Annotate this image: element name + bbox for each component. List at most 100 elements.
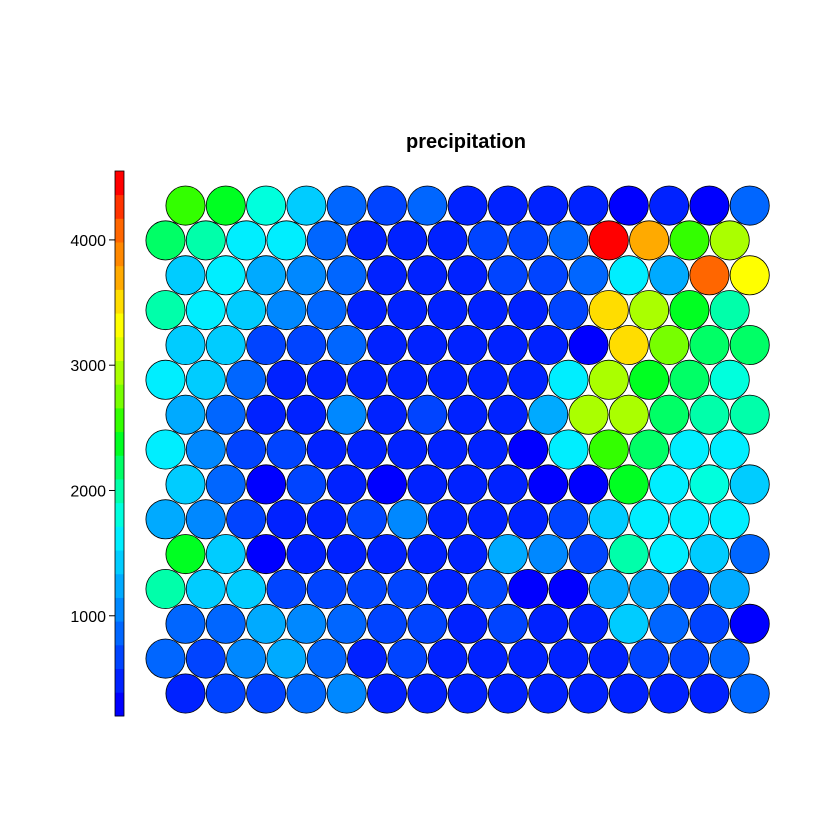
som-cell bbox=[528, 464, 569, 505]
som-cell bbox=[548, 569, 589, 610]
som-cell bbox=[467, 290, 508, 331]
som-cell bbox=[508, 638, 549, 679]
som-cell bbox=[729, 394, 770, 435]
som-cell bbox=[689, 185, 730, 226]
som-cell bbox=[205, 255, 246, 296]
som-cell bbox=[366, 673, 407, 714]
som-cell bbox=[145, 359, 186, 400]
som-cell bbox=[266, 499, 307, 540]
som-cell bbox=[608, 324, 649, 365]
som-cell bbox=[387, 290, 428, 331]
color-key-border bbox=[114, 170, 125, 717]
som-cell bbox=[366, 534, 407, 575]
som-cell bbox=[407, 255, 448, 296]
som-cell bbox=[407, 185, 448, 226]
som-cell bbox=[508, 429, 549, 470]
som-cell bbox=[568, 464, 609, 505]
som-cell bbox=[689, 603, 730, 644]
som-cell bbox=[145, 220, 186, 261]
som-cell bbox=[588, 429, 629, 470]
som-cell bbox=[205, 603, 246, 644]
som-cell bbox=[608, 255, 649, 296]
som-cell bbox=[266, 359, 307, 400]
som-cell bbox=[669, 290, 710, 331]
som-cell bbox=[447, 394, 488, 435]
som-cell bbox=[669, 638, 710, 679]
som-cell bbox=[226, 569, 267, 610]
som-cell bbox=[306, 499, 347, 540]
som-grid bbox=[145, 185, 770, 714]
som-cell bbox=[407, 324, 448, 365]
som-cell bbox=[689, 464, 730, 505]
som-cell bbox=[649, 673, 690, 714]
som-cell bbox=[366, 185, 407, 226]
som-cell bbox=[629, 569, 670, 610]
som-cell bbox=[346, 638, 387, 679]
som-cell bbox=[427, 569, 468, 610]
som-cell bbox=[286, 534, 327, 575]
som-cell bbox=[467, 220, 508, 261]
som-cell bbox=[407, 534, 448, 575]
color-key-swatch bbox=[115, 360, 124, 385]
som-cell bbox=[266, 220, 307, 261]
som-cell bbox=[568, 534, 609, 575]
som-cell bbox=[649, 394, 690, 435]
som-cell bbox=[185, 359, 226, 400]
som-cell bbox=[487, 394, 528, 435]
som-cell bbox=[608, 394, 649, 435]
som-cell bbox=[427, 220, 468, 261]
som-cell bbox=[226, 499, 267, 540]
som-cell bbox=[629, 290, 670, 331]
color-key-swatch bbox=[115, 597, 124, 622]
som-cell bbox=[205, 464, 246, 505]
som-cell bbox=[165, 324, 206, 365]
som-cell bbox=[487, 464, 528, 505]
som-cell bbox=[588, 569, 629, 610]
som-cell bbox=[326, 394, 367, 435]
color-key-swatch bbox=[115, 336, 124, 361]
som-cell bbox=[205, 394, 246, 435]
color-key-swatch bbox=[115, 550, 124, 575]
som-cell bbox=[366, 603, 407, 644]
som-cell bbox=[548, 499, 589, 540]
som-cell bbox=[205, 324, 246, 365]
som-cell bbox=[669, 359, 710, 400]
som-cell bbox=[346, 220, 387, 261]
som-cell bbox=[326, 464, 367, 505]
som-cell bbox=[608, 603, 649, 644]
som-cell bbox=[669, 220, 710, 261]
som-cell bbox=[387, 429, 428, 470]
som-cell bbox=[306, 638, 347, 679]
som-cell bbox=[226, 638, 267, 679]
som-cell bbox=[487, 255, 528, 296]
som-cell bbox=[326, 324, 367, 365]
som-cell bbox=[528, 185, 569, 226]
som-cell bbox=[649, 324, 690, 365]
som-cell bbox=[669, 429, 710, 470]
som-cell bbox=[709, 638, 750, 679]
som-cell bbox=[709, 290, 750, 331]
som-cell bbox=[306, 359, 347, 400]
som-cell bbox=[326, 603, 367, 644]
som-cell bbox=[629, 429, 670, 470]
som-cell bbox=[145, 290, 186, 331]
som-cell bbox=[145, 429, 186, 470]
som-cell bbox=[447, 255, 488, 296]
som-cell bbox=[246, 464, 287, 505]
som-cell bbox=[528, 603, 569, 644]
som-cell bbox=[165, 394, 206, 435]
som-cell bbox=[689, 394, 730, 435]
som-cell bbox=[588, 220, 629, 261]
color-key-swatch bbox=[115, 573, 124, 598]
som-cell bbox=[185, 429, 226, 470]
som-cell bbox=[246, 324, 287, 365]
som-cell bbox=[568, 324, 609, 365]
som-cell bbox=[165, 464, 206, 505]
som-cell bbox=[246, 534, 287, 575]
som-cell bbox=[508, 359, 549, 400]
som-cell bbox=[709, 359, 750, 400]
som-cell bbox=[669, 499, 710, 540]
som-cell bbox=[629, 638, 670, 679]
som-cell bbox=[568, 394, 609, 435]
